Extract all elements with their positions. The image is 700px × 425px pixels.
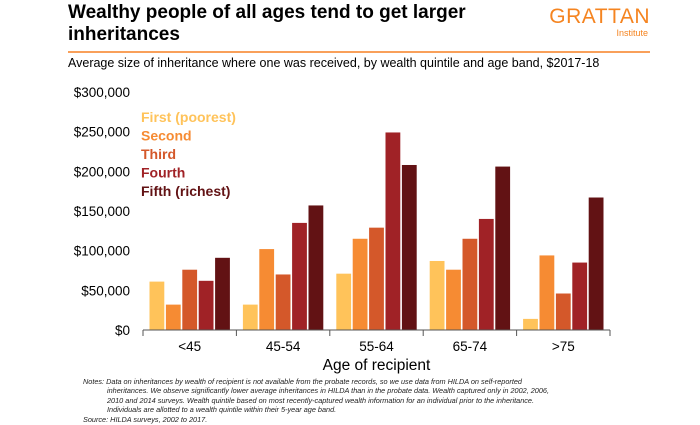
notes-line-4: Individuals are allotted to a wealth qui… <box>107 405 337 415</box>
bar <box>539 255 555 330</box>
bar <box>352 238 368 330</box>
legend-entry: Fifth (richest) <box>141 183 230 199</box>
bar <box>308 205 324 330</box>
header-divider <box>68 51 650 53</box>
bar <box>555 293 571 330</box>
bar <box>292 222 307 330</box>
notes-line-3: 2010 and 2014 surveys. Wealth quintile b… <box>107 395 534 405</box>
y-tick-label: $250,000 <box>74 125 130 140</box>
notes-line-1: Notes: Data on inheritances by wealth of… <box>83 377 522 386</box>
bar <box>523 318 538 330</box>
y-tick-label: $100,000 <box>74 244 130 259</box>
legend-entry: Fourth <box>141 165 185 181</box>
bar <box>588 197 604 330</box>
chart-subtitle: Average size of inheritance where one wa… <box>68 56 600 70</box>
legend-entry: Third <box>141 146 176 162</box>
bar <box>385 132 401 330</box>
notes-line-2: inheritances. We observe significantly l… <box>107 386 549 396</box>
bar <box>446 269 461 330</box>
legend-entry: First (poorest) <box>141 109 236 125</box>
bar <box>495 166 511 330</box>
x-axis-title: Age of recipient <box>323 357 431 374</box>
bar <box>336 273 352 330</box>
y-tick-label: $300,000 <box>74 85 130 100</box>
bar <box>429 260 445 330</box>
bar <box>478 218 494 330</box>
y-tick-label: $150,000 <box>74 204 130 219</box>
x-tick-label: >75 <box>552 339 575 354</box>
bar <box>462 238 478 330</box>
bar <box>401 164 417 330</box>
x-tick-label: <45 <box>178 339 201 354</box>
grattan-logo: GRATTAN Institute <box>538 5 650 39</box>
chart-notes: Notes: Data on inheritances by wealth of… <box>83 377 613 424</box>
bar <box>215 257 230 330</box>
logo-wordmark: GRATTAN <box>549 5 650 28</box>
x-tick-label: 55-64 <box>359 339 394 354</box>
bar <box>572 262 588 330</box>
bar <box>165 304 181 330</box>
y-tick-label: $50,000 <box>81 283 130 298</box>
bar <box>198 280 214 330</box>
x-tick-label: 65-74 <box>453 339 488 354</box>
bar <box>182 269 198 330</box>
bar <box>275 274 291 330</box>
legend-entry: Second <box>141 128 192 144</box>
logo-subtext: Institute <box>616 28 648 38</box>
x-tick-label: 45-54 <box>266 339 301 354</box>
bar <box>149 281 165 330</box>
bar <box>259 249 275 330</box>
y-tick-label: $200,000 <box>74 164 130 179</box>
bar <box>242 304 258 330</box>
notes-source: Source: HILDA surveys, 2002 to 2017. <box>83 414 208 424</box>
y-tick-label: $0 <box>115 323 130 338</box>
bar <box>369 227 384 330</box>
chart-title: Wealthy people of all ages tend to get l… <box>68 2 466 45</box>
